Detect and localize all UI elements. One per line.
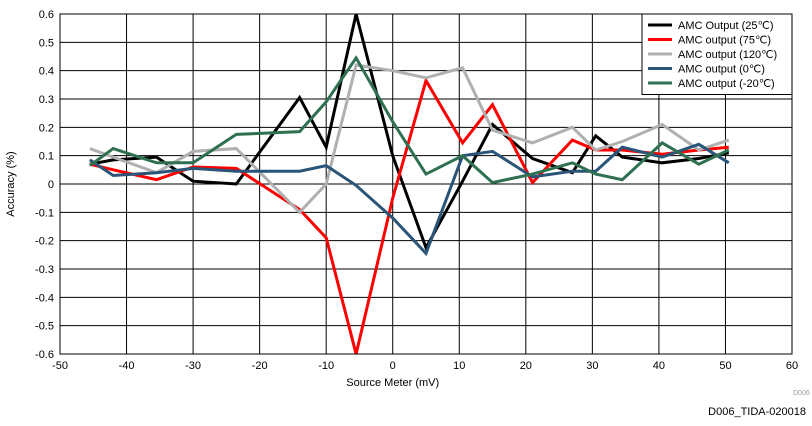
y-axis-ticks: -0.6 -0.5 -0.4 -0.3 -0.2 -0.1 0 0.1 0.2 0.3 0.4 0.5… — [35, 9, 54, 361]
watermark-label: D006 — [793, 390, 810, 397]
y-tick-label: -0.2 — [35, 236, 54, 248]
x-tick-label: 40 — [653, 360, 665, 372]
legend-entry-label: AMC output (120℃) — [678, 49, 777, 61]
legend-entry-label: AMC output (-20℃) — [678, 78, 775, 90]
chart-series-group — [89, 13, 730, 355]
x-tick-label: -50 — [52, 360, 68, 372]
series-line-1 — [89, 76, 729, 355]
y-tick-label: -0.1 — [35, 207, 54, 219]
legend-entry-label: AMC Output (25℃) — [678, 20, 774, 32]
chart-legend: AMC Output (25℃) AMC output (75℃) AMC outp… — [641, 13, 793, 95]
x-tick-label: 20 — [520, 360, 532, 372]
x-tick-label: 50 — [719, 360, 731, 372]
y-tick-label: 0.6 — [39, 9, 54, 21]
series-line-0 — [89, 13, 730, 252]
y-tick-label: 0.3 — [39, 94, 54, 106]
x-tick-label: 0 — [390, 360, 396, 372]
y-tick-label: 0 — [48, 179, 54, 191]
y-tick-label: -0.4 — [35, 292, 54, 304]
y-tick-label: 0.5 — [39, 37, 54, 49]
legend-entry-label: AMC output (0℃) — [678, 64, 765, 76]
y-tick-label: -0.5 — [35, 321, 54, 333]
y-axis-title: Accuracy (%) — [5, 151, 17, 216]
x-tick-label: -40 — [119, 360, 135, 372]
y-tick-label: 0.4 — [39, 66, 54, 78]
x-tick-label: 30 — [586, 360, 598, 372]
legend-entry-label: AMC output (75℃) — [678, 35, 771, 47]
x-axis-title: Source Meter (mV) — [346, 377, 439, 389]
y-tick-label: -0.6 — [35, 349, 54, 361]
x-axis-ticks: -50 -40 -30 -20 -10 0 10 20 30 40 50 60 — [52, 360, 798, 372]
x-tick-label: -10 — [318, 360, 334, 372]
series-line-2 — [89, 63, 730, 215]
series-line-4 — [89, 55, 730, 185]
y-tick-label: -0.3 — [35, 264, 54, 276]
y-tick-label: 0.1 — [39, 151, 54, 163]
x-tick-label: 60 — [786, 360, 798, 372]
series-line-3 — [89, 142, 730, 257]
y-tick-label: 0.2 — [39, 122, 54, 134]
x-tick-label: -30 — [185, 360, 201, 372]
x-tick-label: 10 — [453, 360, 465, 372]
figure-id: D006_TIDA-020018 — [708, 406, 806, 418]
plot-frame — [59, 13, 793, 355]
x-tick-label: -20 — [252, 360, 268, 372]
